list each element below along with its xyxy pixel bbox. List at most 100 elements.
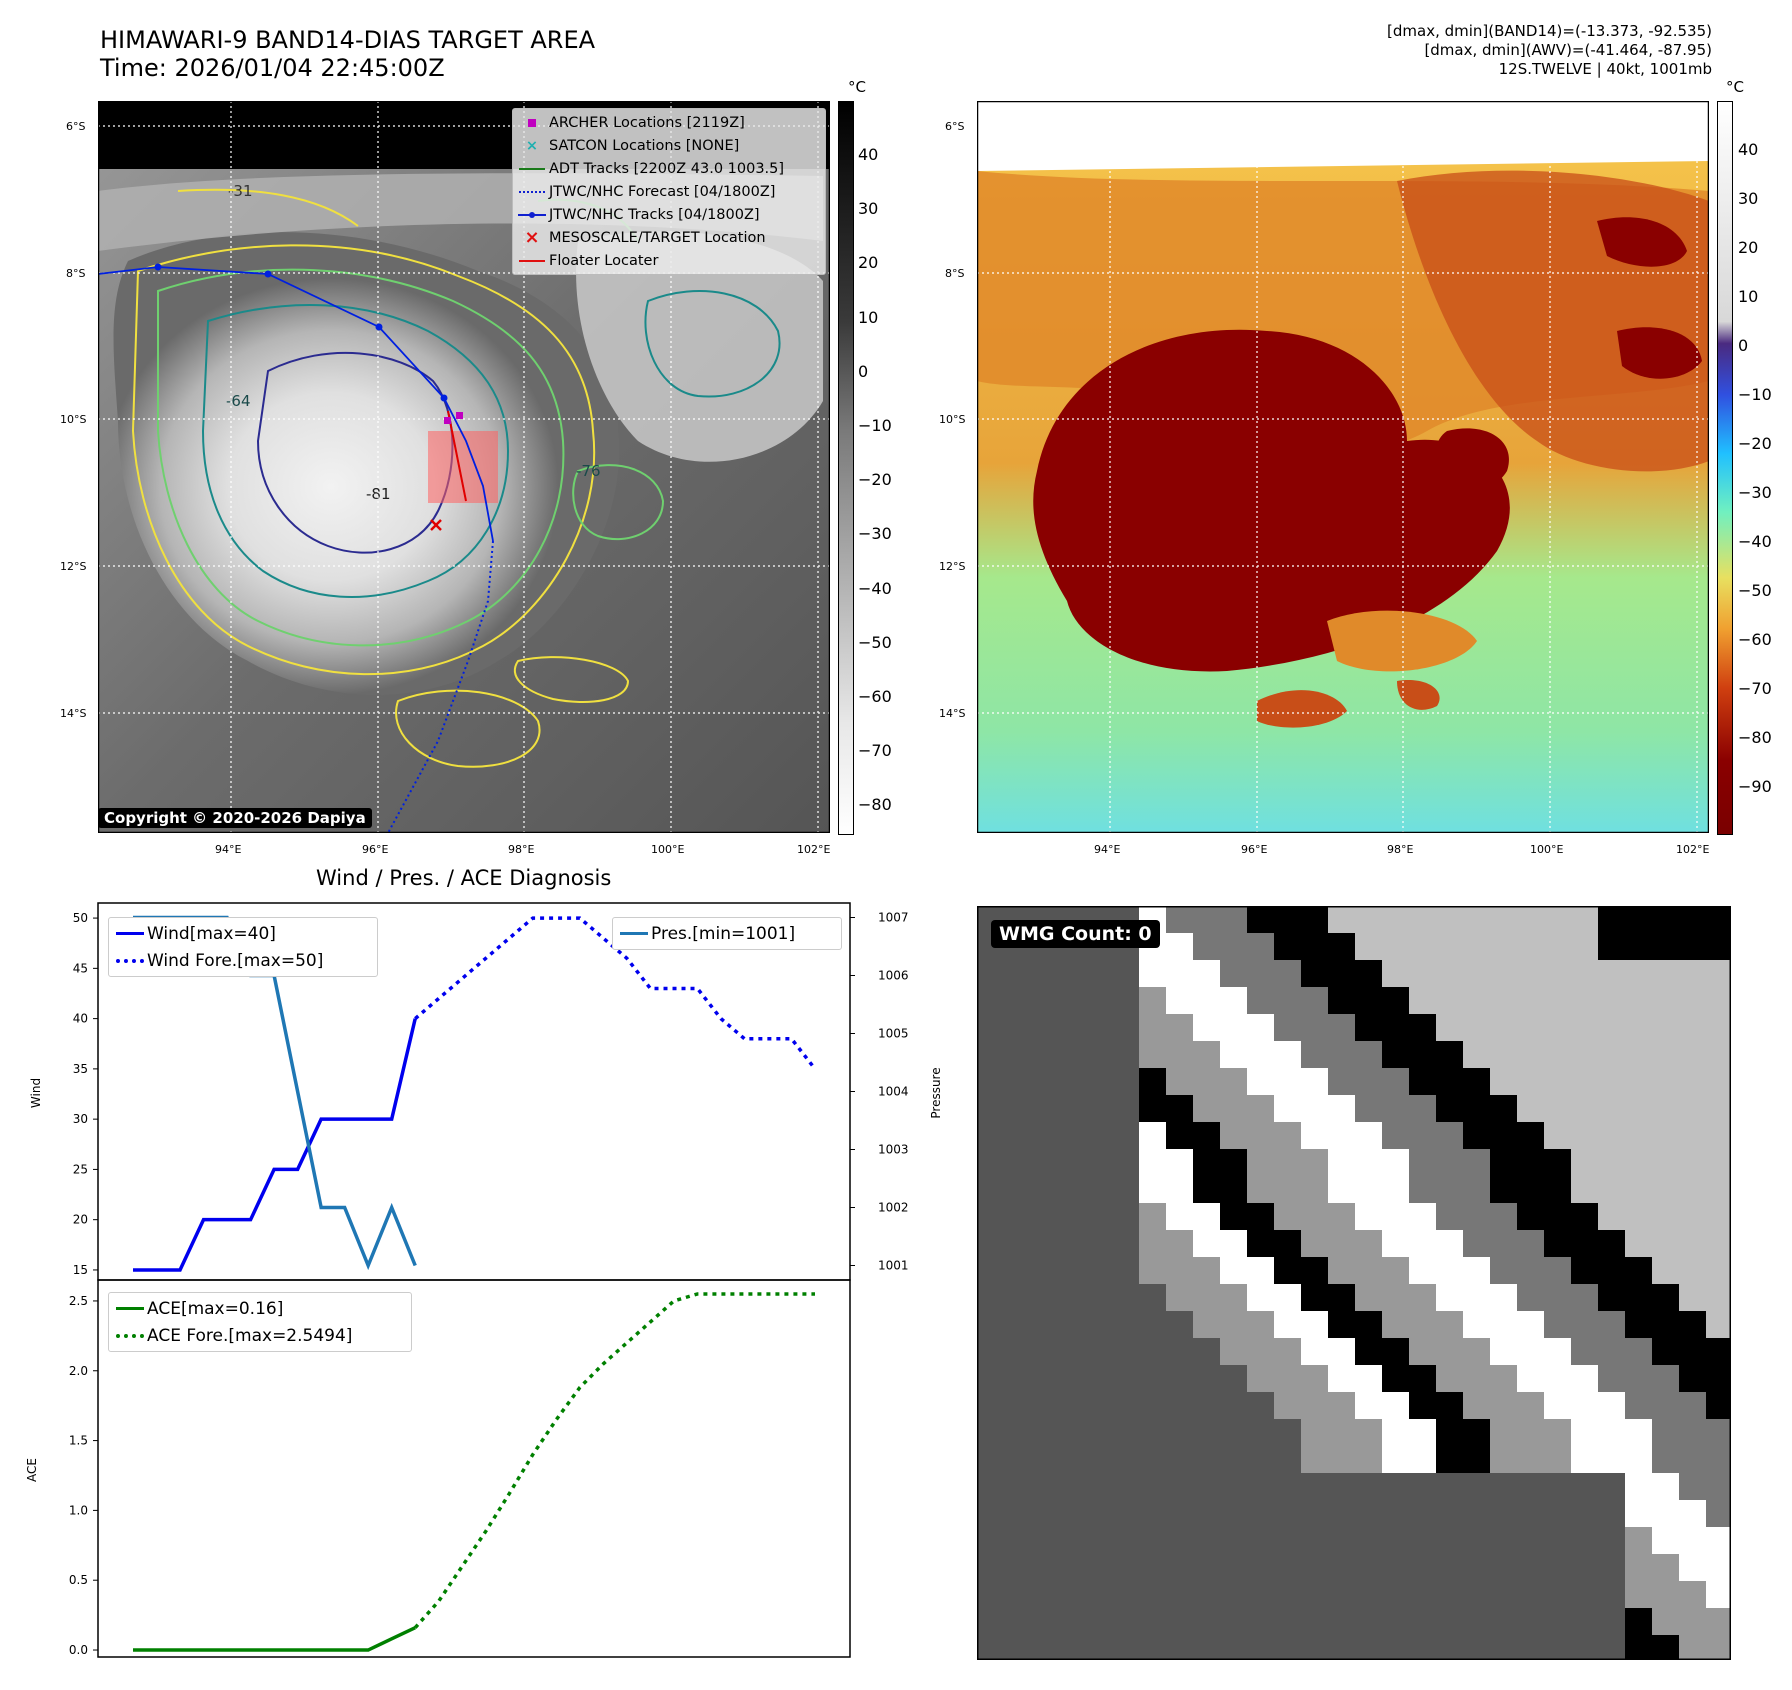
wmg-cell (1247, 960, 1275, 988)
figure-title: HIMAWARI-9 BAND14-DIAS TARGET AREA Time:… (100, 26, 595, 82)
wmg-cell (1247, 1608, 1275, 1636)
wmg-cell (1382, 1014, 1410, 1042)
wmg-cell (1679, 1122, 1707, 1150)
wmg-cell (1301, 1392, 1329, 1420)
wmg-cell (1112, 1122, 1140, 1150)
wmg-cell (1490, 1122, 1518, 1150)
colorbar-tick-label: 40 (858, 145, 879, 164)
wmg-cell (1625, 1203, 1653, 1231)
wmg-cell (1166, 1122, 1194, 1150)
wmg-cell (1085, 1176, 1113, 1204)
wmg-cell (1571, 1257, 1599, 1285)
wmg-cell (1301, 987, 1329, 1015)
wmg-cell (1139, 1095, 1167, 1123)
wmg-cell (1220, 1149, 1248, 1177)
wmg-cell (1463, 1473, 1491, 1501)
wmg-cell (1139, 1230, 1167, 1258)
wmg-cell (1085, 960, 1113, 988)
wmg-cell (1301, 1284, 1329, 1312)
wmg-cell (977, 1041, 1005, 1069)
wmg-cell (1544, 1284, 1572, 1312)
wmg-cell (1031, 1446, 1059, 1474)
wmg-cell (1031, 1176, 1059, 1204)
wmg-cell (1139, 1014, 1167, 1042)
wmg-cell (1571, 960, 1599, 988)
wmg-cell (1436, 960, 1464, 988)
wmg-cell (1031, 1203, 1059, 1231)
wmg-cell (1652, 1284, 1680, 1312)
wmg-cell (1085, 1446, 1113, 1474)
copyright-badge: Copyright © 2020-2026 Dapiya (98, 808, 372, 828)
wmg-cell (1355, 1149, 1383, 1177)
wmg-cell (1463, 1311, 1491, 1339)
wmg-cell (1139, 1284, 1167, 1312)
square-icon (515, 118, 549, 127)
wmg-cell (1679, 1257, 1707, 1285)
wmg-cell (1004, 1095, 1032, 1123)
wmg-cell (1193, 1203, 1221, 1231)
colorbar-tick-label: −40 (858, 578, 892, 598)
wmg-cell (977, 1527, 1005, 1555)
wmg-cell (1409, 1473, 1437, 1501)
lon-label: 102°E (797, 843, 831, 856)
wmg-cell (1274, 1230, 1302, 1258)
wmg-cell (1274, 1338, 1302, 1366)
wmg-cell (1652, 1095, 1680, 1123)
wmg-cell (1247, 1527, 1275, 1555)
lat-label: 14°S (939, 707, 966, 720)
wmg-cell (1652, 1203, 1680, 1231)
line-icon (113, 1307, 147, 1310)
wmg-cell (1652, 1257, 1680, 1285)
wmg-cell (1220, 1554, 1248, 1582)
wmg-cell (1409, 1095, 1437, 1123)
wmg-cell (1652, 1041, 1680, 1069)
wmg-cell (1463, 1554, 1491, 1582)
wmg-cell (1355, 1581, 1383, 1609)
wmg-cell (1463, 1041, 1491, 1069)
wmg-cell (1544, 1608, 1572, 1636)
wmg-cell (1058, 1554, 1086, 1582)
wmg-cell (1058, 1095, 1086, 1123)
wmg-cell (1058, 1203, 1086, 1231)
wmg-cell (1355, 1365, 1383, 1393)
wmg-cell (1517, 906, 1545, 934)
wmg-cell (1220, 1284, 1248, 1312)
wmg-cell (1112, 1014, 1140, 1042)
wmg-cell (1004, 987, 1032, 1015)
wmg-cell (1247, 1446, 1275, 1474)
wmg-cell (1166, 1041, 1194, 1069)
wind-axis-tick-label: 50 (73, 911, 88, 925)
wmg-cell (1166, 1608, 1194, 1636)
wmg-cell (1031, 1554, 1059, 1582)
wmg-cell (1328, 1122, 1356, 1150)
wmg-cell (977, 1122, 1005, 1150)
wmg-cell (1220, 1338, 1248, 1366)
wmg-cell (1382, 1608, 1410, 1636)
wmg-cell (1652, 1338, 1680, 1366)
wmg-cell (1625, 1419, 1653, 1447)
wmg-cell (1625, 1608, 1653, 1636)
wmg-cell (1517, 1068, 1545, 1096)
wmg-cell (1247, 1230, 1275, 1258)
wmg-cell (1679, 1014, 1707, 1042)
wmg-cell (1031, 960, 1059, 988)
wmg-cell (1139, 1068, 1167, 1096)
wmg-cell (1598, 1041, 1626, 1069)
x-icon: × (525, 137, 539, 154)
wmg-cell (977, 1068, 1005, 1096)
wmg-cell (1517, 1500, 1545, 1528)
wmg-cell (977, 1554, 1005, 1582)
wmg-cell (1139, 1635, 1167, 1660)
lat-label: 10°S (60, 413, 87, 426)
wmg-cell (1355, 1446, 1383, 1474)
wmg-cell (1625, 1446, 1653, 1474)
wmg-cell (1328, 1176, 1356, 1204)
wmg-cell (1301, 1176, 1329, 1204)
wmg-cell (1571, 987, 1599, 1015)
legend-floater: Floater Locater (515, 249, 823, 272)
wmg-cell (1112, 1554, 1140, 1582)
colorbar-tick-label: −50 (1738, 581, 1772, 600)
wmg-cell (1220, 1500, 1248, 1528)
lat-label: 12°S (60, 560, 87, 573)
wmg-cell (1382, 960, 1410, 988)
